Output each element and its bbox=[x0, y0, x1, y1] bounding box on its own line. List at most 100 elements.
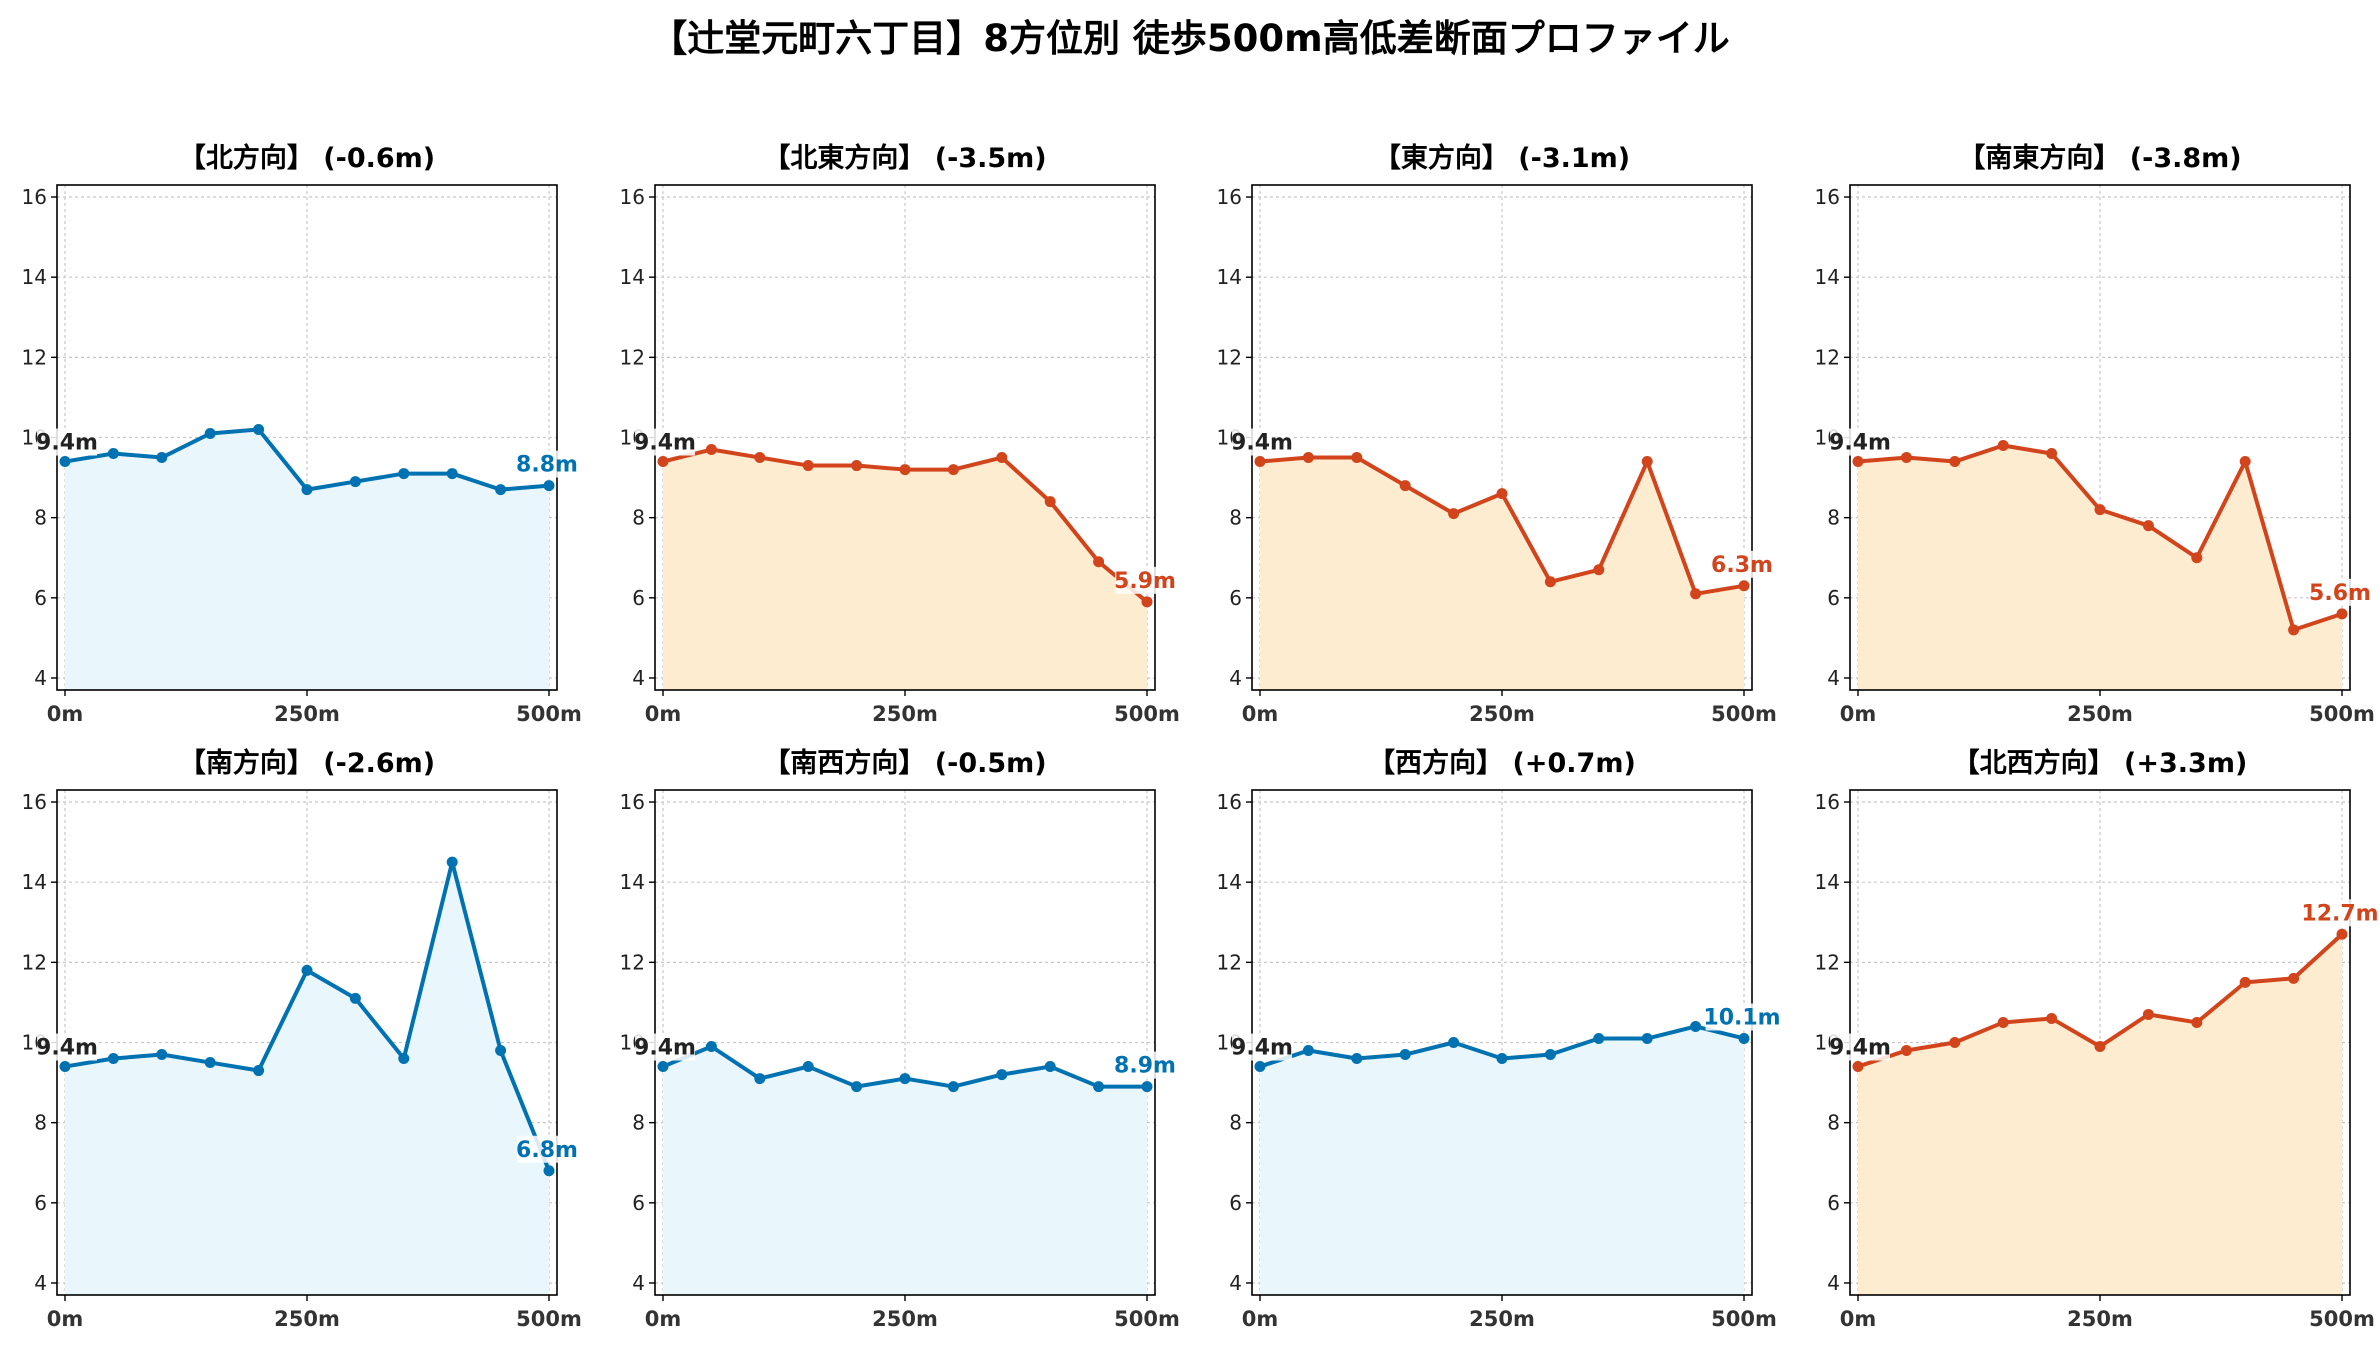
data-point bbox=[2046, 448, 2058, 460]
x-tick-label: 500m bbox=[516, 1307, 582, 1331]
y-tick-label: 8 bbox=[1827, 506, 1840, 530]
end-label-bg bbox=[1115, 566, 1175, 594]
area-fill bbox=[65, 862, 549, 1295]
end-label-text: 8.8m bbox=[516, 453, 578, 478]
data-point bbox=[1496, 488, 1508, 500]
y-tick-label: 4 bbox=[34, 1271, 47, 1295]
start-label: 9.4m bbox=[1231, 428, 1293, 456]
y-tick-label: 8 bbox=[632, 1111, 645, 1135]
data-point bbox=[2239, 456, 2251, 468]
y-tick-label: 6 bbox=[1827, 586, 1840, 610]
y-tick-label: 14 bbox=[620, 870, 645, 894]
start-label-bg bbox=[37, 1033, 97, 1061]
y-tick-label: 6 bbox=[1827, 1191, 1840, 1215]
x-tick-label: 0m bbox=[1242, 702, 1279, 726]
start-label: 9.4m bbox=[36, 1033, 98, 1061]
end-label-bg bbox=[1705, 1003, 1779, 1031]
data-point bbox=[947, 464, 959, 476]
area-fill bbox=[1260, 1026, 1744, 1295]
data-point bbox=[1496, 1053, 1508, 1065]
data-point bbox=[156, 1049, 168, 1061]
end-label-text: 5.9m bbox=[1114, 569, 1176, 594]
data-point bbox=[398, 468, 410, 480]
y-tick-label: 12 bbox=[22, 950, 47, 974]
data-point bbox=[301, 484, 313, 496]
y-tick-label: 4 bbox=[1229, 1271, 1242, 1295]
x-tick-label: 500m bbox=[2309, 1307, 2375, 1331]
y-tick-label: 14 bbox=[22, 870, 47, 894]
panel-title: 【西方向】 (+0.7m) bbox=[1368, 747, 1636, 779]
data-point bbox=[1351, 1053, 1363, 1065]
y-tick-label: 8 bbox=[1827, 1111, 1840, 1135]
data-point bbox=[657, 1061, 669, 1073]
x-tick-label: 250m bbox=[274, 702, 340, 726]
panel-title: 【東方向】 (-3.1m) bbox=[1374, 142, 1630, 174]
data-point bbox=[851, 1081, 863, 1093]
data-point bbox=[754, 452, 766, 464]
x-tick-label: 0m bbox=[645, 1307, 682, 1331]
data-point bbox=[446, 468, 458, 480]
data-point bbox=[705, 444, 717, 456]
x-tick-label: 0m bbox=[47, 1307, 84, 1331]
data-point bbox=[899, 1073, 911, 1085]
data-point bbox=[1738, 580, 1750, 592]
data-point bbox=[301, 964, 313, 976]
y-tick-label: 4 bbox=[1229, 666, 1242, 690]
data-point bbox=[1593, 564, 1605, 576]
y-tick-label: 16 bbox=[620, 790, 645, 814]
y-tick-label: 12 bbox=[620, 950, 645, 974]
y-tick-label: 8 bbox=[632, 506, 645, 530]
data-point bbox=[204, 1057, 216, 1069]
data-point bbox=[495, 484, 507, 496]
end-label-bg bbox=[517, 1135, 577, 1163]
data-point bbox=[1093, 1081, 1105, 1093]
data-point bbox=[705, 1041, 717, 1053]
x-tick-label: 250m bbox=[1469, 702, 1535, 726]
y-tick-label: 6 bbox=[1229, 1191, 1242, 1215]
data-point bbox=[253, 1065, 265, 1077]
data-point bbox=[1044, 1061, 1056, 1073]
y-tick-label: 12 bbox=[1815, 950, 1840, 974]
data-point bbox=[996, 1069, 1008, 1081]
data-point bbox=[1141, 1081, 1153, 1093]
y-tick-label: 16 bbox=[1815, 185, 1840, 209]
data-point bbox=[2142, 520, 2154, 532]
y-tick-label: 8 bbox=[34, 506, 47, 530]
x-tick-label: 500m bbox=[2309, 702, 2375, 726]
y-tick-label: 4 bbox=[1827, 1271, 1840, 1295]
end-label-text: 6.8m bbox=[516, 1138, 578, 1163]
y-tick-label: 16 bbox=[1815, 790, 1840, 814]
data-point bbox=[59, 1061, 71, 1073]
y-tick-label: 4 bbox=[632, 666, 645, 690]
area-fill bbox=[663, 1046, 1147, 1295]
start-label-bg bbox=[1232, 1033, 1292, 1061]
data-point bbox=[1399, 480, 1411, 492]
data-point bbox=[1738, 1032, 1750, 1044]
data-point bbox=[1949, 456, 1961, 468]
y-tick-label: 12 bbox=[1217, 950, 1242, 974]
area-fill bbox=[1858, 934, 2342, 1295]
y-tick-label: 16 bbox=[22, 790, 47, 814]
data-point bbox=[1900, 1045, 1912, 1057]
data-point bbox=[1997, 1016, 2009, 1028]
end-label: 8.8m bbox=[516, 450, 578, 478]
data-point bbox=[1997, 440, 2009, 452]
y-tick-label: 4 bbox=[632, 1271, 645, 1295]
start-label-text: 9.4m bbox=[1231, 1036, 1293, 1061]
start-label-text: 9.4m bbox=[1829, 431, 1891, 456]
y-tick-label: 12 bbox=[22, 345, 47, 369]
start-label-bg bbox=[635, 428, 695, 456]
data-point bbox=[2336, 608, 2348, 620]
end-label-text: 12.7m bbox=[2301, 901, 2378, 926]
data-point bbox=[1254, 456, 1266, 468]
data-point bbox=[802, 1061, 814, 1073]
panel-title: 【南西方向】 (-0.5m) bbox=[763, 747, 1046, 779]
end-label: 5.9m bbox=[1114, 566, 1176, 594]
y-tick-label: 4 bbox=[1827, 666, 1840, 690]
data-point bbox=[1900, 452, 1912, 464]
